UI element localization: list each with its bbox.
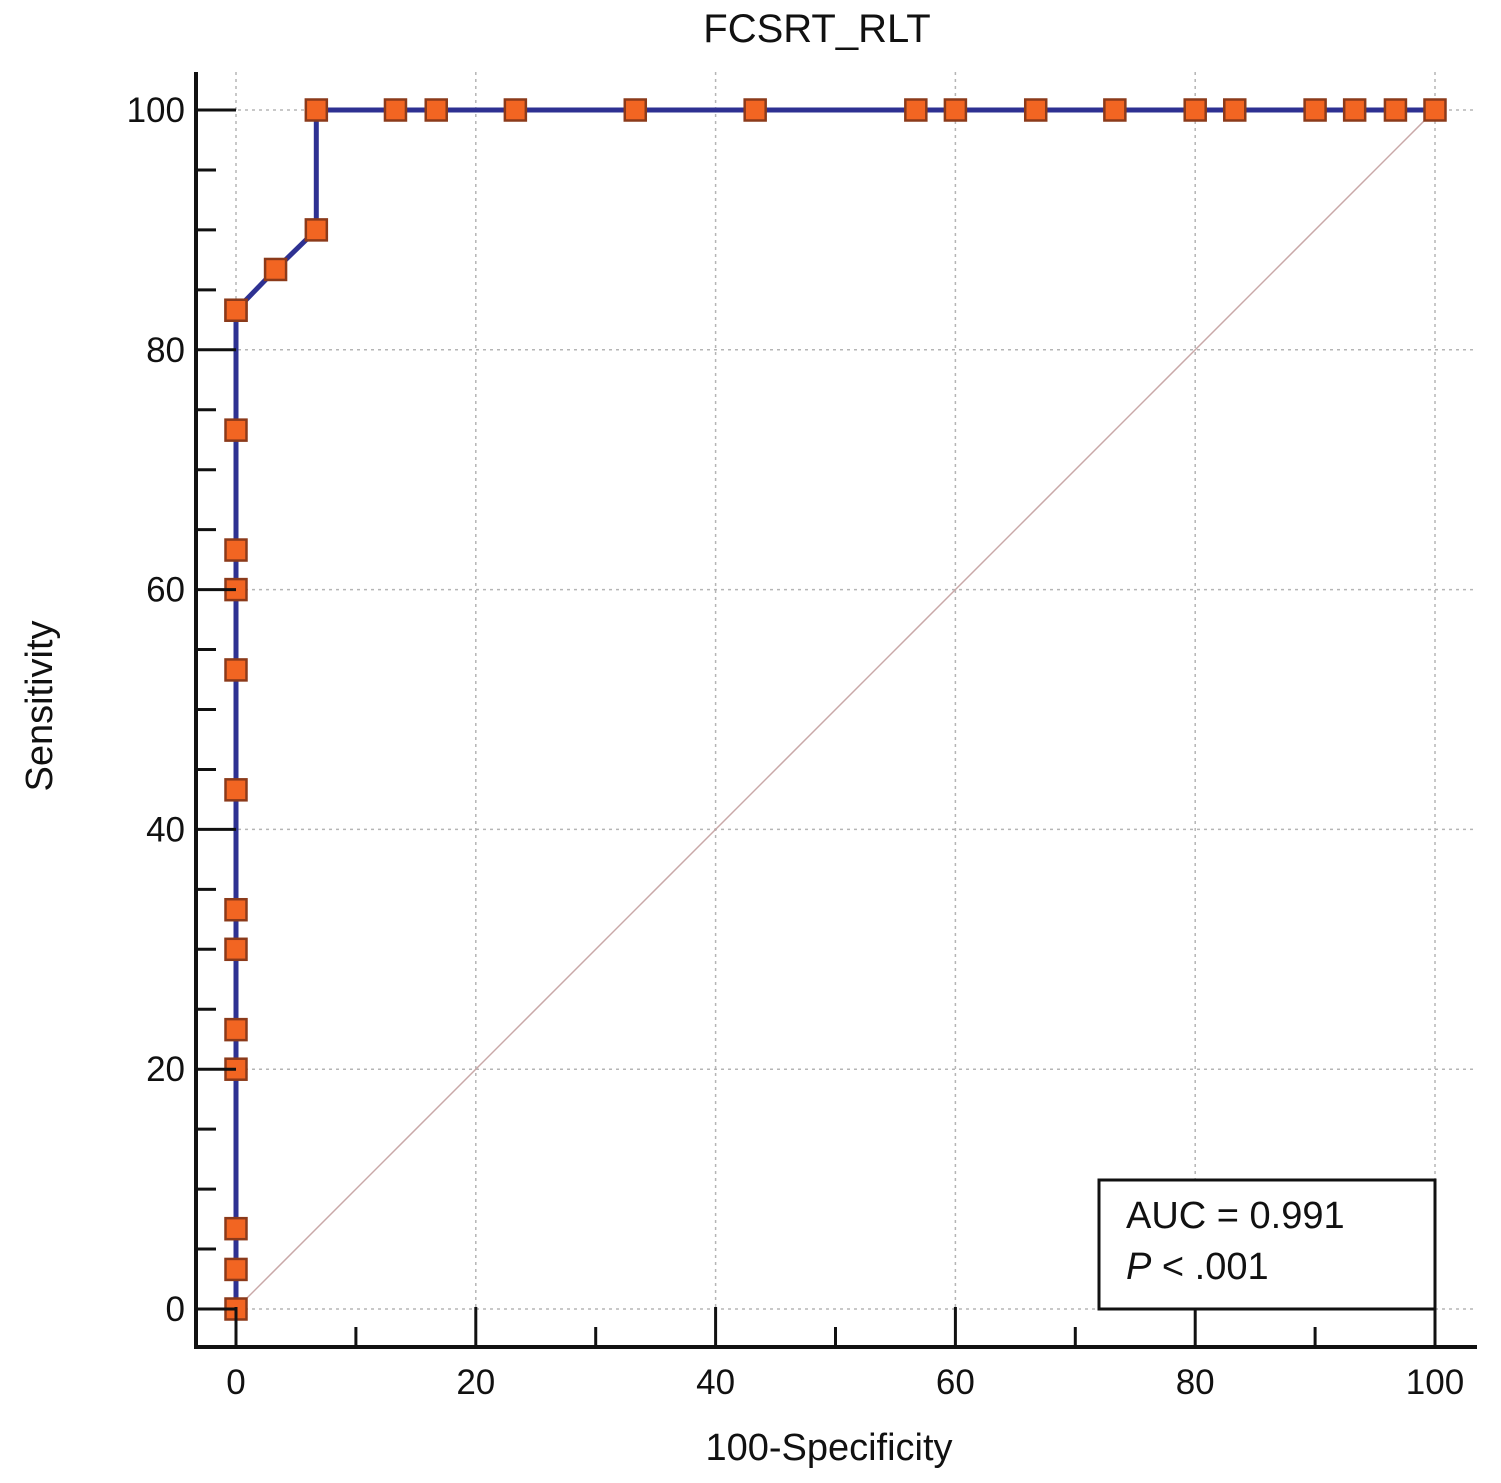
y-axis-ticks: 0 20 40 60 80 100 — [127, 91, 236, 1329]
auc-text: AUC = 0.991 — [1126, 1195, 1345, 1237]
roc-point-26 — [1183, 98, 1207, 122]
p-value-text: P < .001 — [1126, 1246, 1269, 1288]
roc-markers — [224, 98, 1447, 1321]
roc-point-15 — [304, 218, 329, 242]
roc-point-27 — [1223, 98, 1247, 122]
p-value: < .001 — [1151, 1246, 1268, 1288]
y-tick-label-0: 0 — [166, 1290, 185, 1329]
chart-title: FCSRT_RLT — [703, 7, 930, 51]
roc-point-10 — [224, 538, 248, 562]
x-axis-label: 100-Specificity — [705, 1427, 952, 1469]
roc-point-7 — [224, 778, 248, 802]
roc-point-23 — [943, 98, 968, 122]
x-tick-label-0: 0 — [226, 1363, 245, 1402]
roc-point-11 — [224, 418, 248, 442]
x-tick-label-4: 80 — [1176, 1363, 1215, 1402]
roc-point-1 — [224, 1257, 248, 1282]
y-tick-label-4: 80 — [146, 331, 185, 370]
y-tick-label-2: 40 — [146, 810, 185, 849]
y-tick-label-5: 100 — [127, 91, 185, 130]
x-tick-label-5: 100 — [1406, 1363, 1464, 1402]
roc-point-21 — [743, 98, 767, 122]
roc-point-19 — [503, 98, 528, 122]
x-axis-ticks: 0 20 40 60 80 100 — [226, 1307, 1464, 1402]
roc-point-8 — [224, 658, 248, 682]
p-label: P — [1126, 1246, 1152, 1288]
roc-point-24 — [1023, 98, 1048, 122]
y-tick-label-3: 60 — [146, 571, 185, 610]
roc-point-17 — [383, 98, 408, 122]
roc-point-2 — [224, 1216, 248, 1241]
x-tick-label-2: 40 — [696, 1363, 735, 1402]
roc-point-20 — [623, 98, 648, 122]
roc-point-4 — [224, 1017, 248, 1042]
roc-point-25 — [1103, 98, 1127, 122]
x-tick-label-1: 20 — [456, 1363, 495, 1402]
roc-point-13 — [224, 298, 248, 322]
y-axis-label: Sensitivity — [19, 620, 61, 791]
roc-point-18 — [424, 98, 448, 122]
roc-point-29 — [1342, 98, 1367, 122]
reference-diagonal-line — [235, 109, 1436, 1310]
y-tick-label-1: 20 — [146, 1050, 185, 1089]
stats-box: AUC = 0.991 P < .001 — [1097, 1178, 1437, 1311]
roc-point-30 — [1383, 98, 1408, 122]
roc-point-6 — [224, 897, 248, 922]
roc-point-14 — [263, 257, 288, 282]
roc-point-31 — [1423, 98, 1447, 122]
x-tick-label-3: 60 — [936, 1363, 975, 1402]
stats-box-frame — [1097, 1178, 1437, 1311]
roc-point-22 — [904, 98, 928, 122]
roc-point-16 — [304, 98, 329, 122]
roc-point-5 — [224, 937, 248, 962]
roc-point-28 — [1303, 98, 1327, 122]
